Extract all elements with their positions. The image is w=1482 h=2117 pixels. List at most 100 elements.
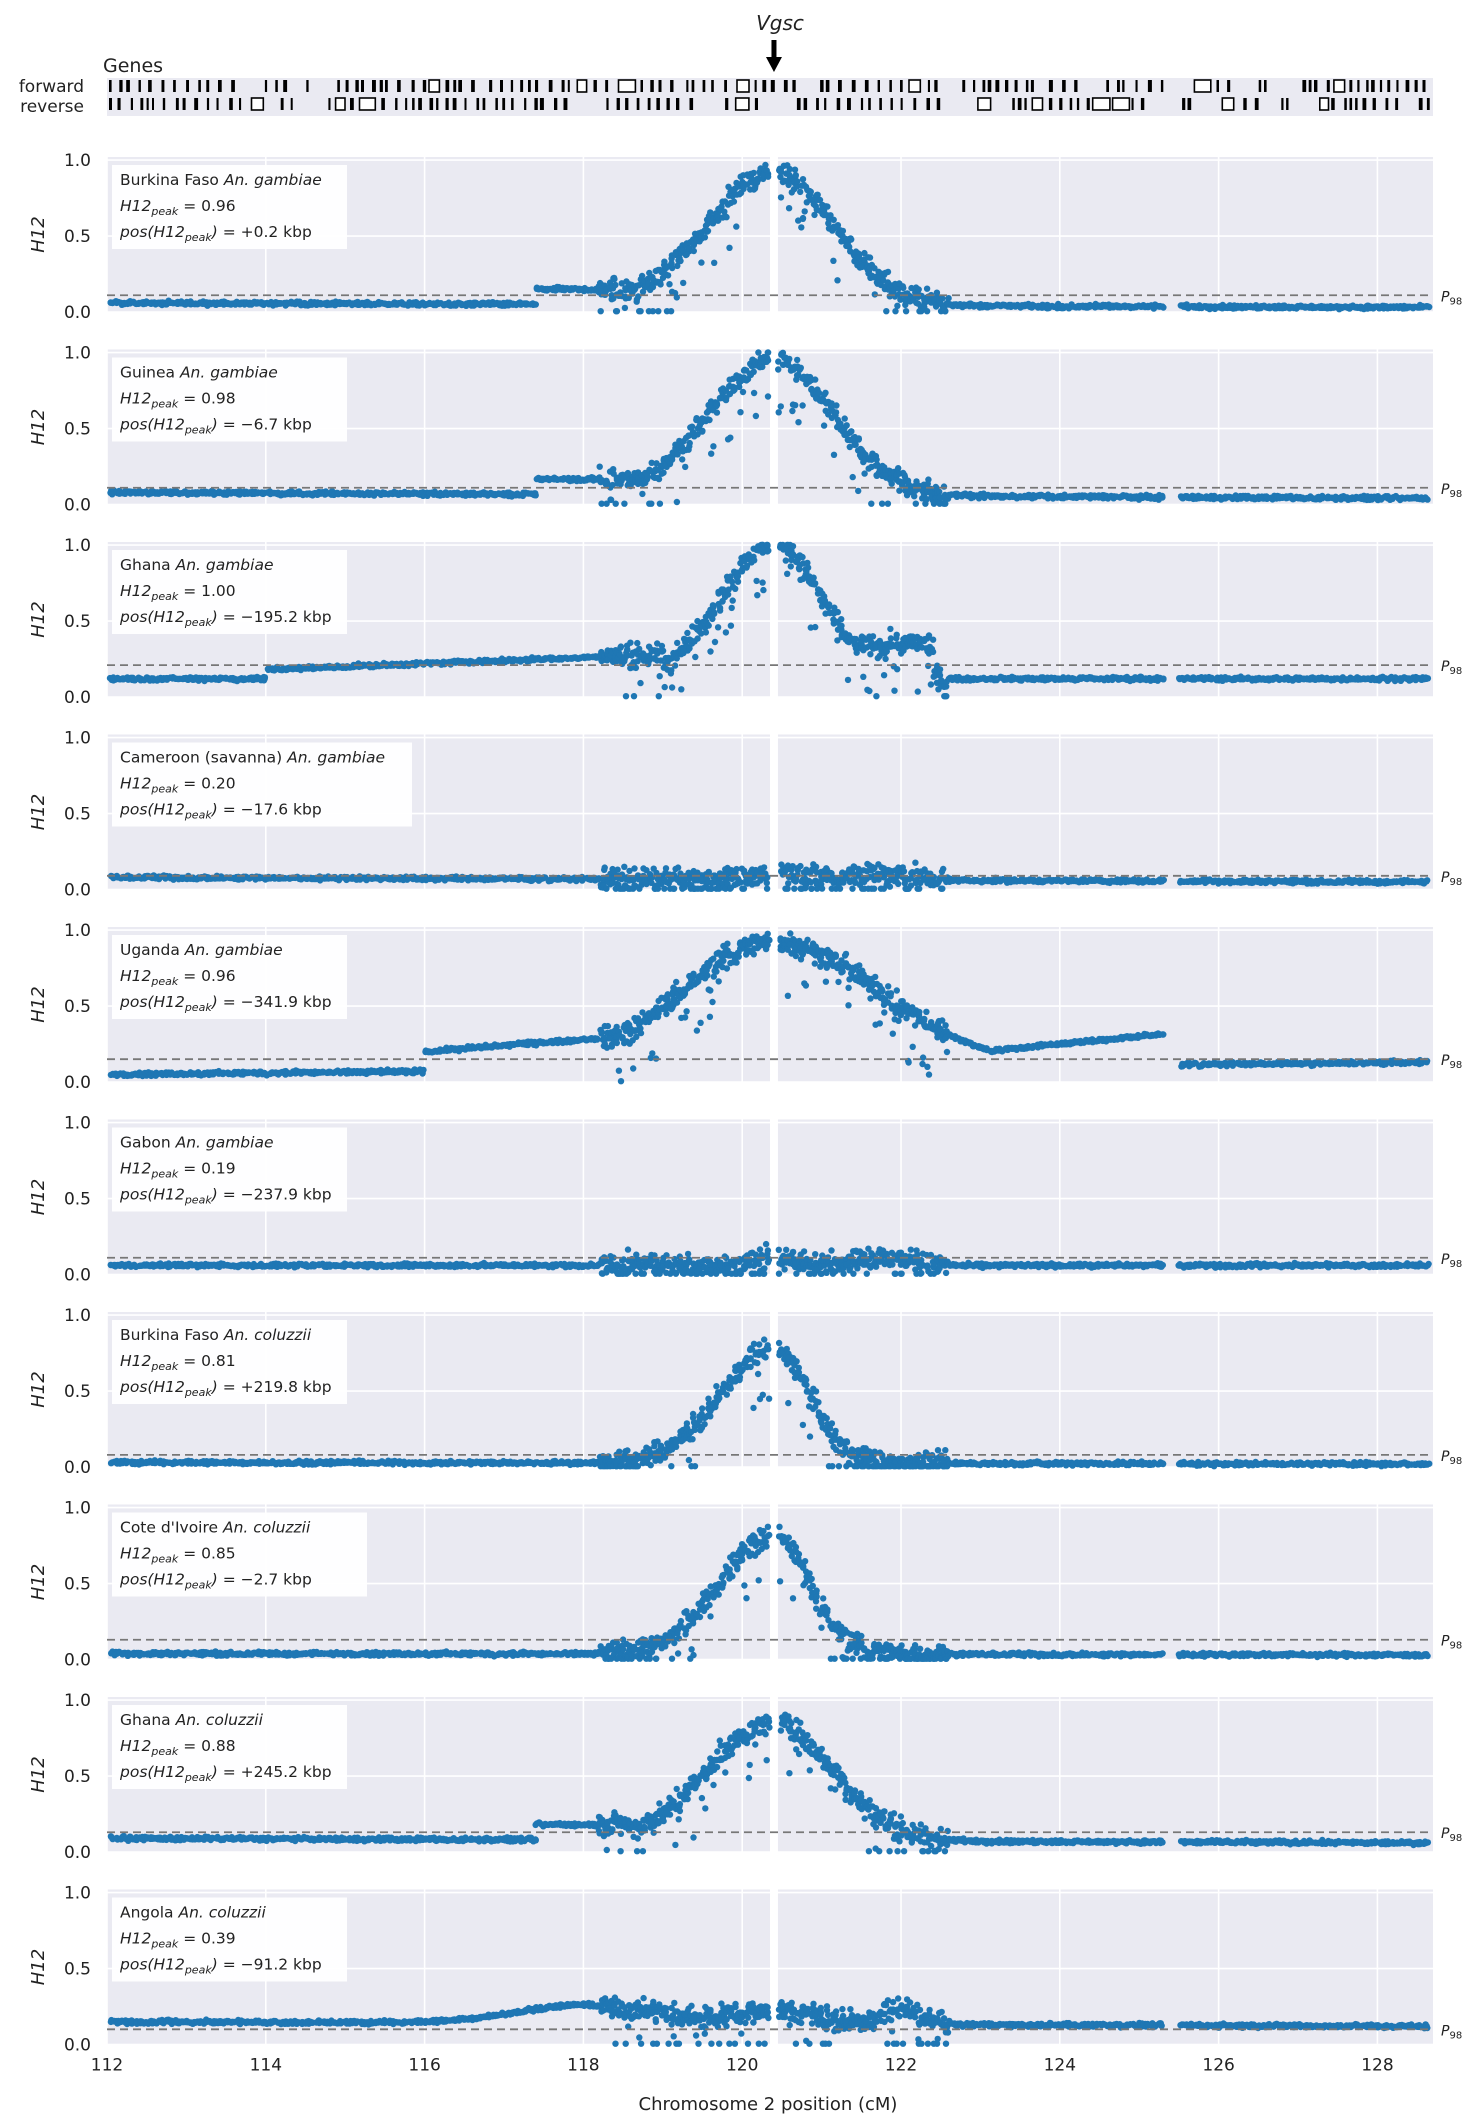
gene-rect — [851, 80, 856, 92]
data-point — [789, 543, 797, 550]
data-point — [658, 642, 666, 650]
gene-rect — [148, 80, 152, 92]
data-point — [625, 294, 632, 301]
data-point — [612, 500, 619, 507]
peak-position-value: pos(H12peak) = +0.2 kbp — [119, 223, 312, 244]
gene-rect — [1414, 80, 1418, 92]
data-point — [802, 183, 810, 190]
data-point — [834, 277, 841, 284]
gene-rect — [1187, 98, 1192, 110]
gene-rect — [838, 80, 842, 92]
gene-rect — [647, 98, 651, 110]
gene-rect — [1122, 80, 1125, 92]
gene-rect — [1012, 98, 1015, 110]
data-point — [649, 308, 657, 315]
data-point — [880, 672, 888, 679]
gene-rect — [534, 98, 538, 110]
data-point — [699, 428, 706, 435]
gene-rect — [670, 80, 674, 92]
gene-rect — [500, 80, 503, 92]
gene-rect — [1302, 80, 1307, 92]
gene-rect — [306, 80, 309, 92]
gene-rect — [511, 98, 514, 110]
data-point — [914, 688, 921, 695]
p98-label: P98 — [1441, 289, 1462, 307]
gene-rect — [783, 80, 788, 92]
data-point — [649, 283, 657, 291]
gene-rect — [405, 98, 408, 110]
gene-rect — [1062, 80, 1066, 92]
y-tick-label: 0.0 — [64, 688, 91, 708]
data-point — [797, 188, 804, 196]
data-point — [627, 639, 634, 646]
data-point — [860, 673, 867, 680]
forward-strand-label: forward — [19, 77, 84, 97]
gene-rect — [1160, 80, 1164, 92]
p98-label: P98 — [1441, 659, 1462, 677]
gene-rect — [1355, 98, 1358, 110]
gene-rect — [1331, 98, 1335, 110]
gene-rect — [567, 80, 570, 92]
data-point — [764, 393, 772, 400]
gene-rect — [502, 98, 506, 110]
data-point — [902, 308, 910, 315]
gene-rect — [334, 97, 346, 111]
gene-rect — [900, 80, 903, 92]
gene-rect — [239, 98, 242, 110]
genes-track-bg — [107, 78, 1433, 116]
data-point — [799, 553, 806, 561]
data-point — [614, 866, 621, 873]
data-point — [674, 262, 681, 270]
gene-rect — [711, 80, 714, 92]
data-point — [832, 409, 840, 416]
data-point — [722, 629, 730, 636]
data-point — [721, 208, 728, 215]
gene-rect — [372, 80, 376, 92]
data-point — [912, 500, 919, 507]
y-tick-label: 0.0 — [64, 303, 91, 323]
data-point — [764, 357, 772, 364]
data-point — [814, 191, 821, 198]
gene-rect — [182, 98, 186, 110]
gene-rect — [666, 98, 670, 110]
data-point — [661, 885, 668, 892]
data-point — [930, 673, 937, 680]
data-point — [635, 293, 642, 300]
gene-rect — [1216, 80, 1219, 92]
gene-rect — [445, 98, 449, 110]
gene-rect — [725, 98, 729, 110]
data-point — [941, 304, 948, 312]
data-point — [716, 604, 724, 612]
gene-rect — [877, 80, 880, 92]
y-tick-label: 0.5 — [64, 612, 91, 632]
data-point — [722, 213, 729, 220]
data-point — [844, 676, 852, 684]
y-axis-label: H12 — [28, 794, 49, 830]
gene-rect — [836, 98, 841, 110]
data-point — [866, 254, 874, 261]
data-point — [795, 419, 802, 426]
genes-track: Genes Vgsc forward reverse — [19, 11, 1433, 117]
gene-rect — [563, 98, 568, 110]
gene-rect — [691, 80, 695, 92]
gene-rect — [1258, 80, 1262, 92]
gene-rect — [1117, 80, 1120, 92]
data-point — [945, 295, 952, 302]
data-point — [661, 683, 668, 691]
gene-rect — [1091, 97, 1111, 111]
data-point — [601, 866, 608, 873]
gene-rect — [640, 80, 643, 92]
gene-rect — [275, 80, 278, 92]
gene-rect — [452, 98, 457, 110]
data-point — [679, 456, 686, 463]
gene-rect — [198, 80, 201, 92]
data-point — [639, 490, 646, 498]
data-point — [736, 383, 743, 391]
gene-rect — [471, 80, 475, 92]
gene-rect — [824, 98, 827, 110]
y-axis-label: H12 — [28, 409, 49, 445]
gene-rect — [1147, 80, 1152, 92]
